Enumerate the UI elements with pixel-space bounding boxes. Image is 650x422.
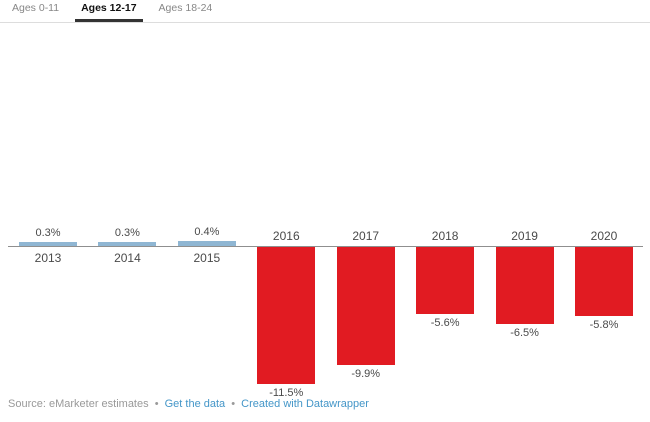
bar-2020 [575, 247, 633, 317]
tab-ages-18-24[interactable]: Ages 18-24 [158, 2, 213, 14]
year-label-2016: 2016 [272, 229, 300, 243]
value-label-2014: 0.3% [114, 227, 140, 240]
bar-2019 [495, 247, 554, 325]
tab-bar: Ages 0-11 Ages 12-17 Ages 18-24 [0, 0, 650, 23]
tab-ages-0-11[interactable]: Ages 0-11 [12, 2, 60, 14]
get-the-data-link[interactable]: Get the data [164, 398, 226, 410]
year-label-2013: 2013 [34, 251, 62, 265]
value-label-2013: 0.3% [35, 227, 61, 240]
value-label-2018: -5.6% [430, 316, 460, 329]
bar-2016 [257, 247, 316, 384]
bar-2013 [19, 242, 77, 246]
created-with-datawrapper-link[interactable]: Created with Datawrapper [241, 398, 369, 410]
bar-2015 [177, 241, 236, 246]
bar-2017 [336, 247, 395, 365]
separator-dot: • [154, 398, 159, 410]
tab-ages-12-17[interactable]: Ages 12-17 [75, 0, 143, 22]
zero-axis-line [8, 246, 643, 247]
footer: Source: eMarketer estimates • Get the da… [8, 398, 369, 410]
bar-2018 [416, 247, 475, 314]
value-label-2015: 0.4% [194, 226, 220, 239]
value-label-2020: -5.8% [589, 319, 619, 332]
bar-2014 [98, 242, 157, 246]
year-label-2017: 2017 [352, 229, 380, 243]
value-label-2017: -9.9% [351, 367, 381, 380]
year-label-2014: 2014 [114, 251, 141, 265]
year-label-2015: 2015 [193, 251, 221, 265]
value-label-2016: -11.5% [269, 386, 304, 399]
separator-dot: • [231, 398, 236, 410]
source-text: Source: eMarketer estimates [8, 398, 149, 410]
year-label-2020: 2020 [590, 229, 618, 243]
value-label-2019: -6.5% [510, 327, 539, 340]
year-label-2019: 2019 [511, 229, 538, 243]
year-label-2018: 2018 [431, 229, 459, 243]
